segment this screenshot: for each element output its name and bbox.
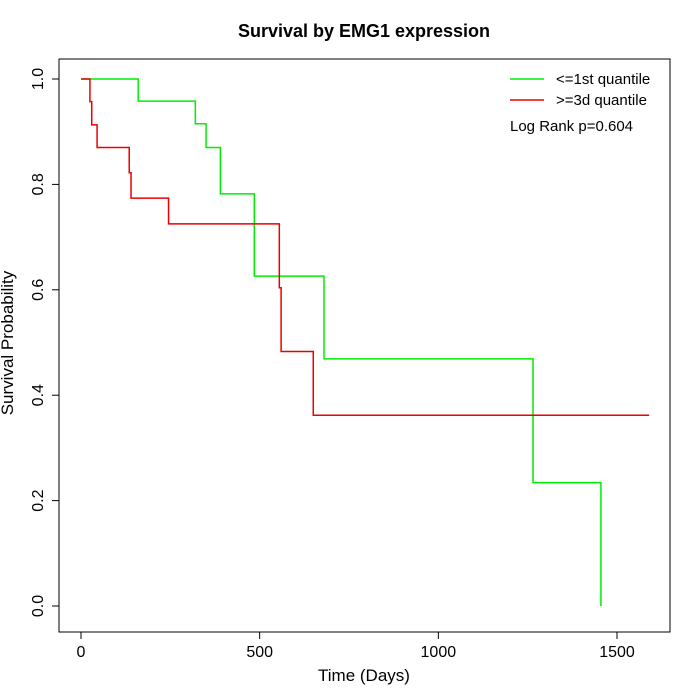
y-tick-label: 0.8	[30, 173, 47, 195]
legend: <=1st quantile >=3d quantile	[510, 71, 650, 109]
y-tick-label: 0.4	[30, 384, 47, 406]
y-axis: 0.0 0.2 0.4 0.6 0.8 1.0	[30, 68, 60, 617]
legend-label-high: >=3d quantile	[556, 92, 647, 109]
x-tick-label: 1000	[421, 644, 457, 661]
x-tick-label: 1500	[599, 644, 635, 661]
y-axis-label: Survival Probability	[0, 270, 17, 415]
y-tick-label: 1.0	[30, 68, 47, 90]
x-tick-label: 500	[246, 644, 273, 661]
legend-label-low: <=1st quantile	[556, 71, 650, 88]
log-rank-annotation: Log Rank p=0.604	[510, 118, 633, 135]
x-axis: 0 500 1000 1500	[77, 631, 635, 661]
plot-frame	[58, 58, 671, 633]
chart-title: Survival by EMG1 expression	[238, 21, 490, 41]
y-tick-label: 0.0	[30, 595, 47, 617]
survival-curve-low	[81, 78, 602, 606]
survival-curve-high	[81, 78, 650, 416]
x-tick-label: 0	[77, 644, 86, 661]
series-group	[81, 78, 650, 606]
y-tick-label: 0.6	[30, 279, 47, 301]
x-axis-label: Time (Days)	[318, 666, 410, 685]
y-tick-label: 0.2	[30, 489, 47, 511]
